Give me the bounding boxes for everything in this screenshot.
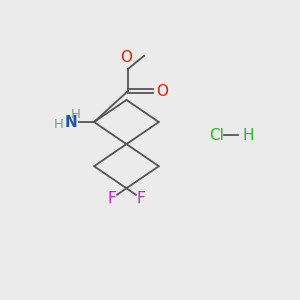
Text: H: H bbox=[70, 108, 80, 121]
Text: O: O bbox=[156, 84, 168, 99]
Text: F: F bbox=[107, 191, 116, 206]
Text: N: N bbox=[64, 115, 77, 130]
Text: F: F bbox=[137, 191, 146, 206]
Text: O: O bbox=[120, 50, 132, 65]
Text: H: H bbox=[243, 128, 254, 143]
Text: Cl: Cl bbox=[209, 128, 224, 143]
Text: H: H bbox=[53, 118, 63, 130]
